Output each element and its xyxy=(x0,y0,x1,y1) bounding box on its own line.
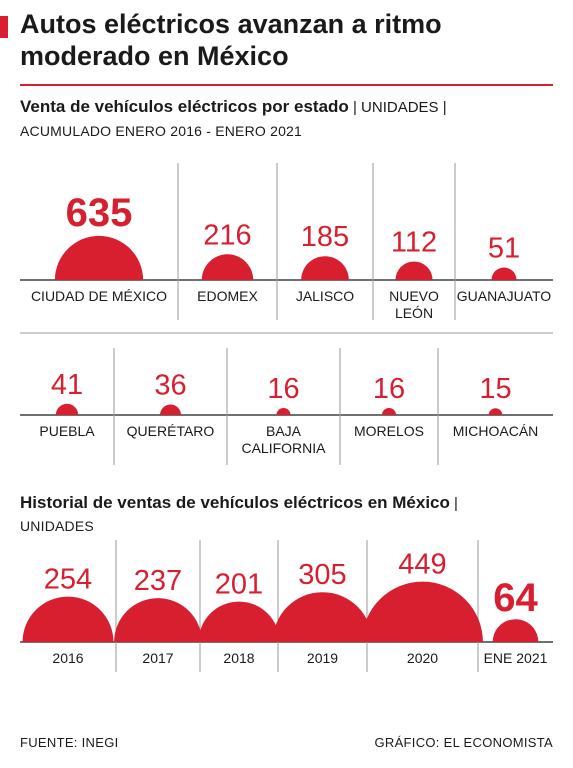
state-value-edomex: 216 xyxy=(203,219,251,251)
state-label-guanajuato: GUANAJUATO xyxy=(457,288,551,304)
state-value-baja-california: 16 xyxy=(267,373,299,405)
state-value-jalisco: 185 xyxy=(301,221,349,253)
state-semicircle-ciudad-de-mexico xyxy=(54,235,144,280)
state-label-nuevo-leon: NUEVO xyxy=(389,288,439,304)
state-semicircle-morelos xyxy=(382,408,396,415)
history-semicircle-ene-2021 xyxy=(492,619,539,642)
state-semicircle-nuevo-leon xyxy=(395,261,433,280)
state-value-puebla: 41 xyxy=(51,369,83,401)
history-value-2017: 237 xyxy=(134,565,182,597)
headline-line-1: Autos eléctricos avanzan a ritmo xyxy=(20,9,442,39)
state-label-michoacan: MICHOACÁN xyxy=(453,423,539,439)
state-semicircle-puebla xyxy=(55,403,79,415)
state-section-title-text: Venta de vehículos eléctricos por estado xyxy=(20,97,349,116)
state-section-title: Venta de vehículos eléctricos por estado… xyxy=(20,97,447,118)
state-semicircle-edomex xyxy=(201,254,254,280)
history-semicircle-2018 xyxy=(198,601,280,642)
footer-credit: GRÁFICO: EL ECONOMISTA xyxy=(374,735,553,750)
history-value-2018: 201 xyxy=(215,569,263,601)
headline-line-2: moderado en México xyxy=(20,41,289,71)
history-semicircle-2017 xyxy=(114,598,202,642)
state-label-queretaro: QUERÉTARO xyxy=(127,423,215,439)
history-value-ene-2021: 64 xyxy=(493,576,538,620)
state-semicircle-queretaro xyxy=(160,404,181,415)
history-label-ene-2021: ENE 2021 xyxy=(484,650,548,666)
history-semicircle-2019 xyxy=(272,592,373,642)
state-label-puebla: PUEBLA xyxy=(39,423,95,439)
footer-source: FUENTE: INEGI xyxy=(20,735,119,750)
history-section-subtitle: UNIDADES xyxy=(20,518,94,534)
state-value-michoacan: 15 xyxy=(479,373,511,405)
history-semicircle-2016 xyxy=(22,596,114,642)
history-semicircle-2020 xyxy=(362,581,483,642)
state-label-baja-california: CALIFORNIA xyxy=(241,440,326,456)
state-value-morelos: 16 xyxy=(373,373,405,405)
history-label-2020: 2020 xyxy=(407,650,438,666)
state-chart-row-1: 635 CIUDAD DE MÉXICO 216 EDOMEX 185 JALISCO 11… xyxy=(20,163,553,334)
state-semicircle-michoacan xyxy=(488,408,503,415)
history-section-unit: | xyxy=(449,495,458,512)
headline-rule xyxy=(20,84,553,86)
history-chart: 254 2016 237 2017 201 2018 305 2019 449 2020 64 ENE… xyxy=(20,540,553,672)
state-section-subtitle: ACUMULADO ENERO 2016 - ENERO 2021 xyxy=(20,123,303,139)
state-label-morelos: MORELOS xyxy=(354,423,424,439)
history-value-2020: 449 xyxy=(398,549,446,581)
state-label-nuevo-leon: LEÓN xyxy=(395,305,433,321)
history-label-2019: 2019 xyxy=(307,650,338,666)
state-value-ciudad-de-mexico: 635 xyxy=(66,191,133,235)
history-section-title: Historial de ventas de vehículos eléctri… xyxy=(20,493,458,514)
state-label-jalisco: JALISCO xyxy=(296,288,354,304)
state-value-nuevo-leon: 112 xyxy=(391,226,437,258)
history-label-2016: 2016 xyxy=(52,650,83,666)
history-value-2016: 254 xyxy=(44,564,92,596)
history-label-2017: 2017 xyxy=(142,650,173,666)
state-value-guanajuato: 51 xyxy=(488,233,520,265)
state-label-edomex: EDOMEX xyxy=(197,288,258,304)
state-value-queretaro: 36 xyxy=(154,370,186,402)
history-section-title-text: Historial de ventas de vehículos eléctri… xyxy=(20,493,450,512)
state-semicircle-baja-california xyxy=(276,408,291,415)
state-semicircle-jalisco xyxy=(301,256,349,280)
state-section-unit: | UNIDADES | xyxy=(348,99,447,116)
state-label-ciudad-de-mexico: CIUDAD DE MÉXICO xyxy=(31,288,167,304)
state-semicircle-guanajuato xyxy=(491,267,517,280)
state-label-baja-california: BAJA xyxy=(266,423,302,439)
headline: Autos eléctricos avanzan a ritmo moderad… xyxy=(20,8,560,72)
headline-accent-bar xyxy=(0,16,8,38)
history-label-2018: 2018 xyxy=(223,650,254,666)
history-value-2019: 305 xyxy=(298,559,346,591)
